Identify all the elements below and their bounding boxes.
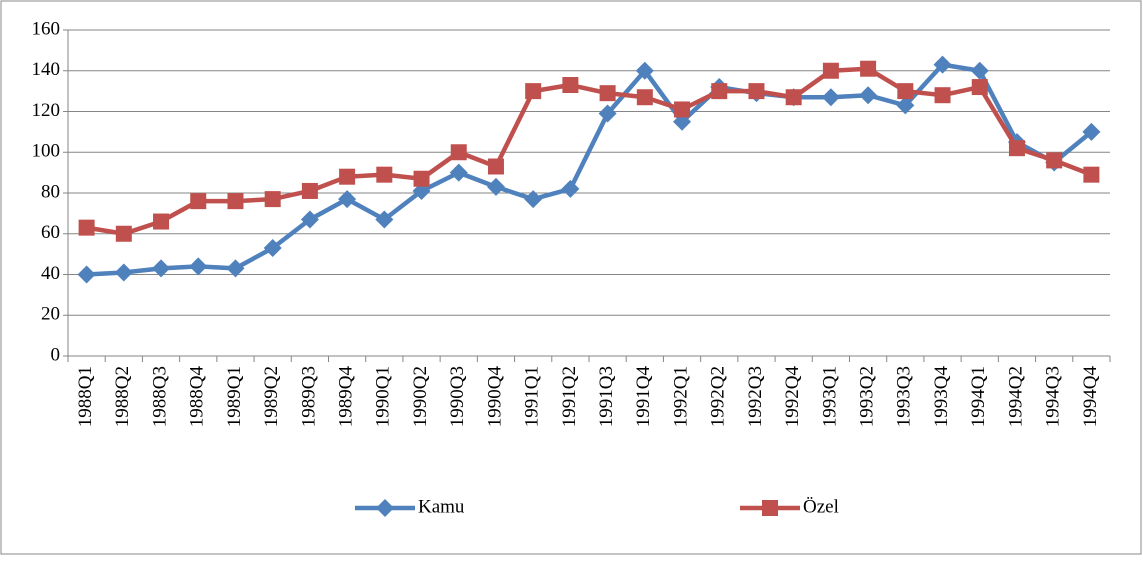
data-point xyxy=(301,182,318,199)
data-point xyxy=(152,259,171,278)
data-point xyxy=(1082,122,1101,141)
data-point xyxy=(487,158,504,175)
data-point xyxy=(859,86,878,105)
data-point xyxy=(486,177,505,196)
legend-marker xyxy=(762,500,778,516)
data-point xyxy=(339,168,356,185)
y-tick-label: 0 xyxy=(51,344,61,365)
series-line xyxy=(86,66,1093,236)
x-tick-label: 1991Q2 xyxy=(559,366,580,427)
x-tick-label: 1992Q1 xyxy=(670,366,691,427)
data-point xyxy=(376,166,393,183)
x-tick-label: 1994Q1 xyxy=(968,366,989,427)
data-point xyxy=(674,101,691,118)
x-tick-label: 1994Q3 xyxy=(1043,366,1064,427)
x-tick-label: 1988Q2 xyxy=(112,366,133,427)
data-point xyxy=(934,87,951,104)
x-tick-label: 1989Q3 xyxy=(298,366,319,427)
x-tick-label: 1988Q4 xyxy=(187,366,208,428)
legend-label: Özel xyxy=(803,496,839,517)
data-point xyxy=(189,257,208,276)
x-tick-label: 1993Q1 xyxy=(819,366,840,427)
data-point xyxy=(413,170,430,187)
data-point xyxy=(524,190,543,209)
legend-label: Kamu xyxy=(418,496,465,517)
series-line xyxy=(86,62,1093,277)
data-point xyxy=(115,225,132,242)
y-tick-label: 80 xyxy=(41,181,60,202)
data-point xyxy=(338,190,357,209)
data-point xyxy=(748,83,765,100)
x-tick-label: 1990Q4 xyxy=(484,366,505,428)
y-tick-label: 160 xyxy=(32,18,61,39)
x-tick-label: 1991Q4 xyxy=(633,366,654,428)
y-tick-label: 40 xyxy=(41,263,60,284)
x-tick-label: 1993Q3 xyxy=(894,366,915,427)
y-tick-label: 60 xyxy=(41,222,60,243)
x-tick-label: 1988Q1 xyxy=(75,366,96,427)
x-tick-label: 1993Q2 xyxy=(856,366,877,427)
data-point xyxy=(822,62,839,79)
x-tick-label: 1990Q3 xyxy=(447,366,468,427)
x-tick-label: 1992Q4 xyxy=(782,366,803,428)
x-tick-label: 1992Q3 xyxy=(745,366,766,427)
data-point xyxy=(77,265,96,284)
x-tick-label: 1991Q3 xyxy=(596,366,617,427)
data-point xyxy=(1083,166,1100,183)
data-point xyxy=(264,191,281,208)
data-point xyxy=(561,179,580,198)
x-tick-label: 1991Q1 xyxy=(522,366,543,427)
data-point xyxy=(525,83,542,100)
data-point xyxy=(263,239,282,258)
y-tick-label: 20 xyxy=(41,304,60,325)
data-point xyxy=(300,210,319,229)
x-tick-label: 1993Q4 xyxy=(931,366,952,428)
data-point xyxy=(78,219,95,236)
data-point xyxy=(190,193,207,210)
data-point xyxy=(636,89,653,106)
data-point xyxy=(450,144,467,161)
data-point xyxy=(449,163,468,182)
data-point xyxy=(897,83,914,100)
x-tick-label: 1989Q2 xyxy=(261,366,282,427)
data-point xyxy=(562,77,579,94)
x-tick-label: 1992Q2 xyxy=(708,366,729,427)
data-point xyxy=(635,61,654,80)
data-point xyxy=(599,85,616,102)
data-point xyxy=(785,89,802,106)
data-point xyxy=(1008,140,1025,157)
data-point xyxy=(970,61,989,80)
data-point xyxy=(227,193,244,210)
data-point xyxy=(860,60,877,77)
data-point xyxy=(226,259,245,278)
data-point xyxy=(711,83,728,100)
y-tick-label: 140 xyxy=(32,59,61,80)
x-tick-label: 1990Q1 xyxy=(373,366,394,427)
data-point xyxy=(153,213,170,230)
data-point xyxy=(821,88,840,107)
data-point xyxy=(971,79,988,96)
data-point xyxy=(1046,152,1063,169)
legend-marker xyxy=(376,499,394,517)
y-tick-label: 100 xyxy=(32,141,61,162)
data-point xyxy=(375,210,394,229)
data-point xyxy=(598,104,617,123)
x-tick-label: 1994Q2 xyxy=(1005,366,1026,427)
x-tick-label: 1988Q3 xyxy=(149,366,170,427)
data-point xyxy=(933,55,952,74)
x-tick-label: 1990Q2 xyxy=(410,366,431,427)
y-tick-label: 120 xyxy=(32,100,61,121)
data-point xyxy=(114,263,133,282)
x-tick-label: 1994Q4 xyxy=(1080,366,1101,428)
data-point xyxy=(896,96,915,115)
x-tick-label: 1989Q1 xyxy=(224,366,245,427)
x-tick-label: 1989Q4 xyxy=(335,366,356,428)
